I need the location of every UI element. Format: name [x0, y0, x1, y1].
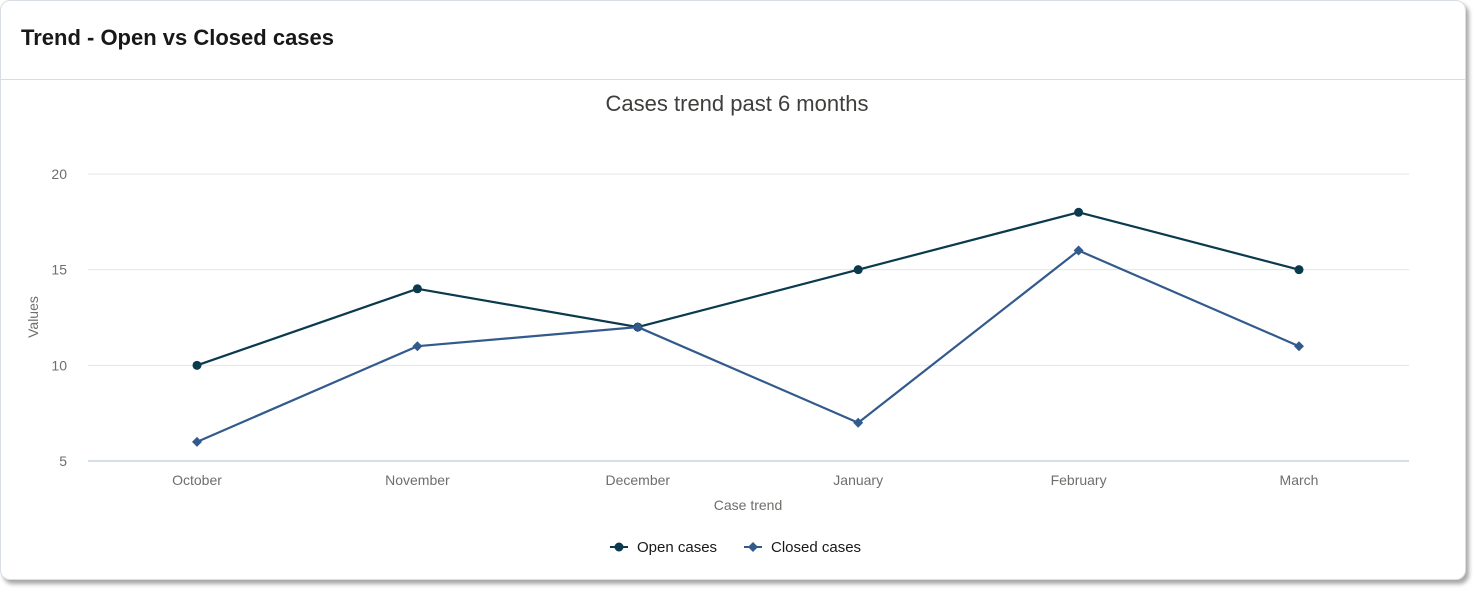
grid-lines [88, 173, 1409, 462]
legend: Open cases Closed cases [610, 539, 861, 556]
x-tick-label: February [1051, 472, 1107, 488]
data-point[interactable] [412, 284, 422, 294]
series-layer [192, 207, 1304, 447]
x-axis-ticks: October November December January February Ma… [172, 472, 1318, 488]
series-line [196, 249, 1300, 443]
series-0 [192, 207, 1304, 370]
x-axis-label: Case trend [714, 497, 782, 513]
legend-item[interactable]: Open cases [610, 539, 717, 556]
chart-title: Cases trend past 6 months [606, 91, 869, 116]
series-1 [192, 245, 1304, 447]
legend-marker[interactable] [748, 542, 758, 552]
x-tick-label: October [172, 472, 222, 488]
legend-marker[interactable] [614, 542, 624, 552]
y-axis-label: Values [25, 296, 41, 338]
y-tick-label: 5 [59, 453, 67, 469]
chart-card: Trend - Open vs Closed cases Cases trend… [0, 0, 1466, 580]
data-point[interactable] [1073, 245, 1084, 256]
y-tick-label: 10 [51, 357, 67, 373]
x-tick-label: December [606, 472, 671, 488]
card-header: Trend - Open vs Closed cases [1, 1, 1465, 80]
data-point[interactable] [192, 360, 202, 370]
y-tick-label: 15 [51, 262, 67, 278]
y-tick-label: 20 [51, 166, 67, 182]
legend-label: Closed cases [771, 539, 861, 556]
data-point[interactable] [412, 341, 423, 352]
line-chart: Cases trend past 6 months 5 10 15 20 Octobe… [25, 91, 1409, 556]
x-tick-label: March [1280, 472, 1319, 488]
data-point[interactable] [853, 417, 864, 428]
data-point[interactable] [1294, 341, 1304, 352]
data-point[interactable] [1074, 207, 1084, 217]
data-point[interactable] [632, 322, 643, 333]
data-point[interactable] [853, 265, 863, 275]
y-axis-ticks: 5 10 15 20 [51, 166, 67, 469]
data-point[interactable] [1294, 265, 1304, 275]
x-tick-label: January [833, 472, 883, 488]
legend-item[interactable]: Closed cases [744, 539, 861, 556]
x-tick-label: November [385, 472, 450, 488]
data-point[interactable] [192, 436, 202, 447]
card-title: Trend - Open vs Closed cases [21, 25, 335, 50]
legend-label: Open cases [637, 539, 717, 556]
series-line [196, 211, 1300, 367]
